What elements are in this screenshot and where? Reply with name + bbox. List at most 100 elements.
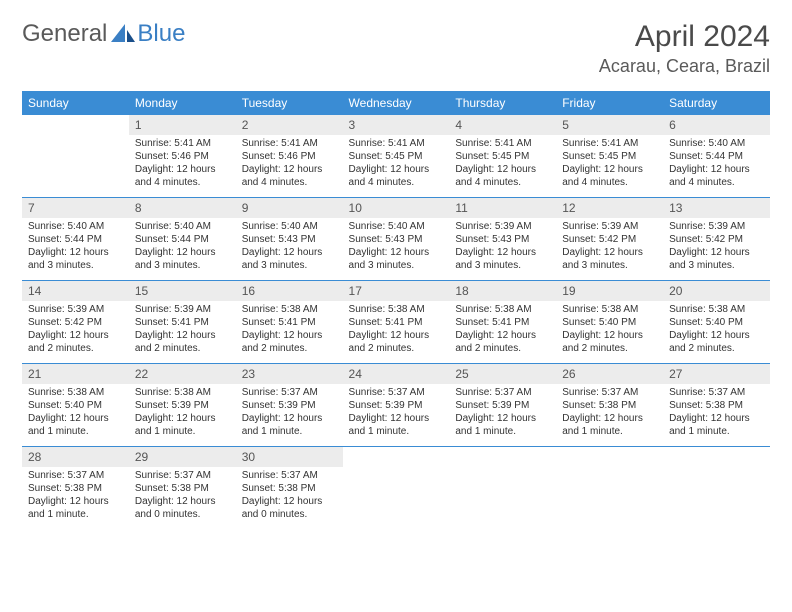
- day-cell-16: Sunrise: 5:38 AMSunset: 5:41 PMDaylight:…: [236, 301, 343, 364]
- daynum-row: 123456: [22, 115, 770, 135]
- day-cell-28: Sunrise: 5:37 AMSunset: 5:38 PMDaylight:…: [22, 467, 129, 529]
- day-cell-6: Sunrise: 5:40 AMSunset: 5:44 PMDaylight:…: [663, 135, 770, 198]
- day-cell-3: Sunrise: 5:41 AMSunset: 5:45 PMDaylight:…: [343, 135, 450, 198]
- day-empty: [449, 447, 556, 467]
- daycell-row: Sunrise: 5:40 AMSunset: 5:44 PMDaylight:…: [22, 218, 770, 281]
- sunrise-text: Sunrise: 5:39 AM: [135, 303, 230, 316]
- day-cell-1: Sunrise: 5:41 AMSunset: 5:46 PMDaylight:…: [129, 135, 236, 198]
- day-number-19: 19: [556, 281, 663, 301]
- daylight-text: Daylight: 12 hours and 1 minute.: [28, 412, 123, 438]
- sunrise-text: Sunrise: 5:37 AM: [135, 469, 230, 482]
- daynum-row: 282930: [22, 447, 770, 467]
- daylight-text: Daylight: 12 hours and 4 minutes.: [669, 163, 764, 189]
- sunrise-text: Sunrise: 5:38 AM: [455, 303, 550, 316]
- day-number-23: 23: [236, 364, 343, 384]
- day-number-28: 28: [22, 447, 129, 467]
- daynum-row: 14151617181920: [22, 281, 770, 301]
- day-cell-empty: [449, 467, 556, 529]
- day-header-row: SundayMondayTuesdayWednesdayThursdayFrid…: [22, 91, 770, 115]
- daynum-row: 78910111213: [22, 198, 770, 218]
- day-number-24: 24: [343, 364, 450, 384]
- day-number-17: 17: [343, 281, 450, 301]
- daylight-text: Daylight: 12 hours and 1 minute.: [135, 412, 230, 438]
- sunrise-text: Sunrise: 5:37 AM: [562, 386, 657, 399]
- daylight-text: Daylight: 12 hours and 3 minutes.: [455, 246, 550, 272]
- sunset-text: Sunset: 5:38 PM: [242, 482, 337, 495]
- daylight-text: Daylight: 12 hours and 4 minutes.: [242, 163, 337, 189]
- sunset-text: Sunset: 5:40 PM: [669, 316, 764, 329]
- sunrise-text: Sunrise: 5:41 AM: [455, 137, 550, 150]
- sunset-text: Sunset: 5:41 PM: [349, 316, 444, 329]
- day-number-25: 25: [449, 364, 556, 384]
- sunset-text: Sunset: 5:45 PM: [455, 150, 550, 163]
- daylight-text: Daylight: 12 hours and 3 minutes.: [28, 246, 123, 272]
- daylight-text: Daylight: 12 hours and 2 minutes.: [349, 329, 444, 355]
- sunset-text: Sunset: 5:39 PM: [242, 399, 337, 412]
- day-cell-21: Sunrise: 5:38 AMSunset: 5:40 PMDaylight:…: [22, 384, 129, 447]
- day-header-monday: Monday: [129, 91, 236, 115]
- day-number-4: 4: [449, 115, 556, 135]
- daylight-text: Daylight: 12 hours and 4 minutes.: [562, 163, 657, 189]
- sunset-text: Sunset: 5:46 PM: [135, 150, 230, 163]
- day-cell-15: Sunrise: 5:39 AMSunset: 5:41 PMDaylight:…: [129, 301, 236, 364]
- day-cell-20: Sunrise: 5:38 AMSunset: 5:40 PMDaylight:…: [663, 301, 770, 364]
- day-cell-7: Sunrise: 5:40 AMSunset: 5:44 PMDaylight:…: [22, 218, 129, 281]
- daylight-text: Daylight: 12 hours and 1 minute.: [349, 412, 444, 438]
- daylight-text: Daylight: 12 hours and 2 minutes.: [455, 329, 550, 355]
- day-number-2: 2: [236, 115, 343, 135]
- daylight-text: Daylight: 12 hours and 2 minutes.: [669, 329, 764, 355]
- sunrise-text: Sunrise: 5:39 AM: [669, 220, 764, 233]
- sunrise-text: Sunrise: 5:39 AM: [28, 303, 123, 316]
- day-header-friday: Friday: [556, 91, 663, 115]
- header: General Blue April 2024 Acarau, Ceara, B…: [22, 20, 770, 77]
- sunrise-text: Sunrise: 5:38 AM: [669, 303, 764, 316]
- sunset-text: Sunset: 5:46 PM: [242, 150, 337, 163]
- daylight-text: Daylight: 12 hours and 3 minutes.: [242, 246, 337, 272]
- day-header-sunday: Sunday: [22, 91, 129, 115]
- sunset-text: Sunset: 5:38 PM: [135, 482, 230, 495]
- location: Acarau, Ceara, Brazil: [599, 56, 770, 77]
- day-number-3: 3: [343, 115, 450, 135]
- sunrise-text: Sunrise: 5:38 AM: [242, 303, 337, 316]
- sunset-text: Sunset: 5:42 PM: [28, 316, 123, 329]
- day-cell-9: Sunrise: 5:40 AMSunset: 5:43 PMDaylight:…: [236, 218, 343, 281]
- sunset-text: Sunset: 5:40 PM: [562, 316, 657, 329]
- sunset-text: Sunset: 5:40 PM: [28, 399, 123, 412]
- day-cell-2: Sunrise: 5:41 AMSunset: 5:46 PMDaylight:…: [236, 135, 343, 198]
- day-cell-5: Sunrise: 5:41 AMSunset: 5:45 PMDaylight:…: [556, 135, 663, 198]
- sunrise-text: Sunrise: 5:37 AM: [242, 469, 337, 482]
- sunrise-text: Sunrise: 5:40 AM: [135, 220, 230, 233]
- sunset-text: Sunset: 5:43 PM: [455, 233, 550, 246]
- day-cell-17: Sunrise: 5:38 AMSunset: 5:41 PMDaylight:…: [343, 301, 450, 364]
- day-cell-25: Sunrise: 5:37 AMSunset: 5:39 PMDaylight:…: [449, 384, 556, 447]
- title-block: April 2024 Acarau, Ceara, Brazil: [599, 20, 770, 77]
- calendar-table: SundayMondayTuesdayWednesdayThursdayFrid…: [22, 91, 770, 529]
- sunset-text: Sunset: 5:44 PM: [669, 150, 764, 163]
- daylight-text: Daylight: 12 hours and 2 minutes.: [135, 329, 230, 355]
- sunrise-text: Sunrise: 5:37 AM: [455, 386, 550, 399]
- day-empty: [22, 115, 129, 135]
- daylight-text: Daylight: 12 hours and 0 minutes.: [242, 495, 337, 521]
- sunrise-text: Sunrise: 5:39 AM: [562, 220, 657, 233]
- day-cell-29: Sunrise: 5:37 AMSunset: 5:38 PMDaylight:…: [129, 467, 236, 529]
- daycell-row: Sunrise: 5:38 AMSunset: 5:40 PMDaylight:…: [22, 384, 770, 447]
- sunrise-text: Sunrise: 5:41 AM: [562, 137, 657, 150]
- day-cell-empty: [343, 467, 450, 529]
- day-number-6: 6: [663, 115, 770, 135]
- daylight-text: Daylight: 12 hours and 3 minutes.: [135, 246, 230, 272]
- sunrise-text: Sunrise: 5:39 AM: [455, 220, 550, 233]
- daylight-text: Daylight: 12 hours and 1 minute.: [28, 495, 123, 521]
- day-cell-18: Sunrise: 5:38 AMSunset: 5:41 PMDaylight:…: [449, 301, 556, 364]
- daylight-text: Daylight: 12 hours and 2 minutes.: [562, 329, 657, 355]
- day-number-12: 12: [556, 198, 663, 218]
- daylight-text: Daylight: 12 hours and 3 minutes.: [669, 246, 764, 272]
- sunrise-text: Sunrise: 5:38 AM: [349, 303, 444, 316]
- daycell-row: Sunrise: 5:37 AMSunset: 5:38 PMDaylight:…: [22, 467, 770, 529]
- sunrise-text: Sunrise: 5:40 AM: [669, 137, 764, 150]
- day-number-21: 21: [22, 364, 129, 384]
- sail-icon: [111, 24, 137, 44]
- daylight-text: Daylight: 12 hours and 1 minute.: [242, 412, 337, 438]
- daylight-text: Daylight: 12 hours and 4 minutes.: [455, 163, 550, 189]
- day-empty: [556, 447, 663, 467]
- day-cell-12: Sunrise: 5:39 AMSunset: 5:42 PMDaylight:…: [556, 218, 663, 281]
